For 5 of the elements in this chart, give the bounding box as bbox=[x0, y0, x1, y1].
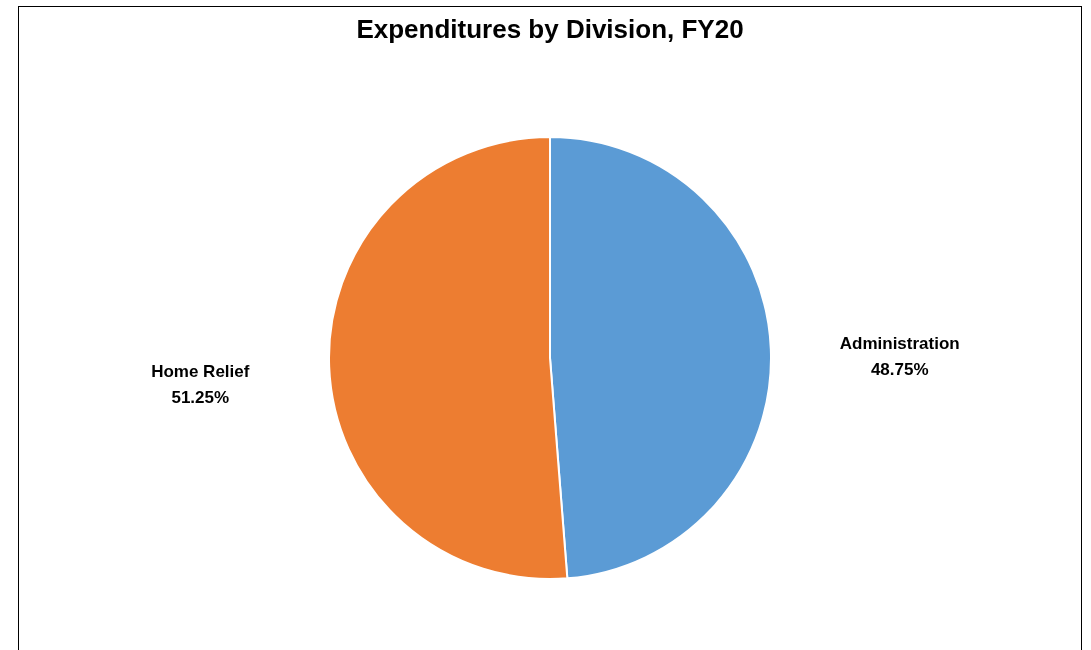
chart-title: Expenditures by Division, FY20 bbox=[356, 14, 744, 44]
slice-label: Home Relief bbox=[151, 361, 250, 381]
data-label: 51.25% bbox=[171, 387, 230, 407]
slice-label: Administration bbox=[839, 334, 960, 354]
data-label: 48.75% bbox=[870, 360, 929, 380]
